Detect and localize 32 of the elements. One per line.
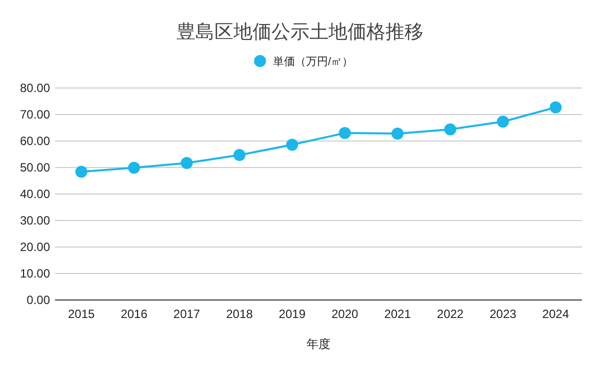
x-axis-title: 年度: [306, 337, 330, 351]
y-tick-label: 40.00: [20, 187, 50, 201]
x-tick-label: 2018: [226, 307, 254, 321]
y-tick-label: 50.00: [20, 160, 50, 174]
point: [444, 123, 456, 136]
x-tick-label: 2020: [332, 307, 359, 321]
y-tick-label: 0.00: [26, 293, 50, 307]
point: [128, 162, 140, 174]
point: [338, 127, 351, 140]
legend-label: 単価（万円/㎡）: [273, 56, 354, 68]
y-tick-label: 10.00: [20, 266, 50, 280]
point: [286, 138, 298, 151]
point: [392, 128, 404, 140]
point: [180, 156, 193, 169]
x-tick-label: 2015: [68, 307, 96, 321]
point: [550, 101, 562, 114]
x-tick-label: 2024: [542, 307, 570, 321]
x-tick-label: 2022: [436, 307, 464, 321]
y-tick-label: 80.00: [20, 81, 50, 95]
x-tick-label: 2019: [278, 307, 306, 321]
x-tick-label: 2023: [490, 307, 517, 321]
y-tick-label: 20.00: [20, 240, 50, 254]
point: [496, 116, 509, 128]
y-tick-label: 30.00: [20, 214, 50, 228]
y-tick-label: 60.00: [20, 134, 50, 148]
x-tick-label: 2017: [173, 307, 200, 321]
x-tick-label: 2021: [384, 307, 412, 321]
point: [75, 166, 88, 178]
chart-title: 豊島区地価公示土地価格推移: [176, 22, 424, 43]
x-tick-label: 2016: [120, 307, 148, 321]
point: [233, 149, 246, 162]
y-tick-label: 70.00: [20, 108, 50, 122]
